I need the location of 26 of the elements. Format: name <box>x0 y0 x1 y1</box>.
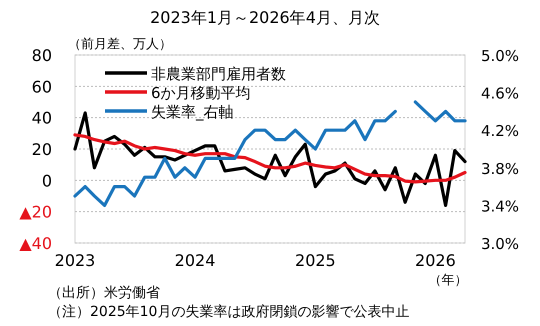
text: （注）2025年10月の失業率は政府閉鎖の影響で公表中止 <box>48 304 410 320</box>
y2-tick-label: 4.6% <box>480 84 520 103</box>
line-series <box>73 133 467 184</box>
x-axis-title: （年） <box>428 273 468 288</box>
x-tick-label: 2023 <box>54 251 96 270</box>
legend-label: 失業率_右軸 <box>151 103 234 121</box>
y-axis-title: （前月差、万人） <box>68 37 172 52</box>
y-tick-label: 80 <box>32 46 52 65</box>
y-tick-label: ▲40 <box>19 234 52 253</box>
text: （出所）米労働省 <box>48 285 160 301</box>
y2-tick-label: 4.2% <box>480 122 520 140</box>
y2-tick-label: 3.0% <box>480 235 520 253</box>
y2-tick-label: 3.4% <box>480 197 520 216</box>
y-tick-label: ▲20 <box>19 202 52 222</box>
legend-label: 非農業部門雇用者数 <box>151 65 286 83</box>
y-tick-label: 60 <box>32 77 52 96</box>
chart-title: 2023年1月～2026年4月、月次 <box>150 8 380 27</box>
x-tick-label: 2025 <box>295 251 336 270</box>
y-tick-label: 0 <box>42 171 52 190</box>
x-tick-label: 2026 <box>415 251 456 270</box>
legend-label: 6か月移動平均 <box>151 84 251 102</box>
x-tick-label: 2024 <box>174 251 216 270</box>
y2-tick-label: 5.0% <box>480 47 520 65</box>
y-tick-label: 20 <box>32 140 52 159</box>
y2-tick-label: 3.8% <box>480 160 520 178</box>
y-tick-label: 40 <box>32 108 52 128</box>
